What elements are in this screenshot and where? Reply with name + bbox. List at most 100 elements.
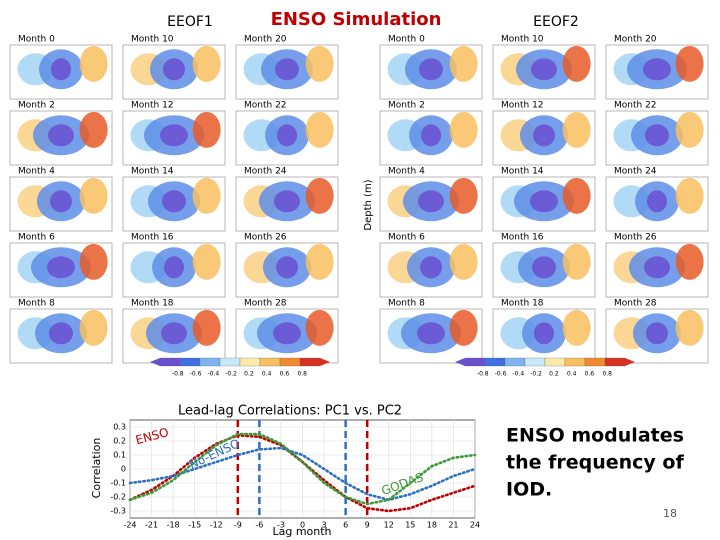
colorbar-arrow	[625, 358, 635, 366]
colorbar-cell	[484, 357, 506, 367]
chart-title: Lead-lag Correlations: PC1 vs. PC2	[178, 404, 402, 419]
panel-field	[305, 309, 334, 346]
panel	[235, 110, 339, 166]
panel-label: Month 20	[614, 35, 657, 45]
panel-field	[273, 322, 301, 345]
panel-label: Month 26	[614, 233, 657, 243]
y-tick-label: -0.1	[110, 479, 126, 488]
panel-field	[533, 124, 555, 147]
colorbar-label: 0.8	[297, 371, 307, 378]
x-tick-label: -3	[277, 521, 285, 530]
panel-field	[562, 45, 591, 82]
colorbar-cell	[239, 357, 261, 367]
panel-label: Month 16	[501, 233, 544, 243]
panel	[9, 176, 113, 232]
y-tick-label: -0.3	[110, 507, 126, 516]
colorbar-cell	[179, 357, 201, 367]
panel-label: Month 10	[131, 35, 174, 45]
colorbar-label: -0.4	[207, 371, 219, 378]
panel-field	[449, 45, 478, 82]
colorbar-label: 0.4	[262, 371, 272, 378]
side-text: ENSO modulates	[506, 425, 684, 447]
panel-field	[275, 58, 299, 81]
panel-field	[161, 322, 187, 345]
panel-field	[645, 124, 669, 147]
panel	[122, 110, 226, 166]
panel-label: Month 0	[18, 35, 55, 45]
panel	[235, 242, 339, 298]
x-tick-label: -21	[145, 521, 158, 530]
panel-field	[49, 322, 73, 345]
x-tick-label: 15	[405, 521, 415, 530]
colorbar-label: 0.6	[585, 371, 595, 378]
panel	[235, 44, 339, 100]
colorbar-label: 0.6	[280, 371, 290, 378]
panel-label: Month 22	[244, 101, 287, 111]
panel-label: Month 0	[388, 35, 425, 45]
panel-field	[562, 177, 591, 214]
panel-field	[449, 177, 478, 214]
panel	[605, 44, 709, 100]
panel-field	[164, 256, 184, 279]
panel	[122, 44, 226, 100]
panel-label: Month 2	[18, 101, 55, 111]
side-text: IOD.	[506, 479, 552, 501]
x-tick-label: 0	[300, 521, 305, 530]
panel-label: Month 28	[614, 299, 657, 309]
panel	[492, 110, 596, 166]
panel-field	[160, 124, 188, 147]
panel-field	[675, 111, 704, 148]
panel-field	[305, 177, 334, 214]
y-tick-label: -0.2	[110, 493, 126, 502]
colorbar-arrow	[150, 358, 160, 366]
colorbar-label: -0.8	[172, 371, 184, 378]
colorbar-label: -0.2	[225, 371, 237, 378]
x-tick-label: -6	[255, 521, 263, 530]
panel-field	[163, 58, 185, 81]
data-line	[128, 434, 477, 513]
colorbar-label: 0.2	[549, 371, 559, 378]
panel	[379, 110, 483, 166]
panel-field	[276, 256, 298, 279]
panel	[235, 176, 339, 232]
panel-field	[79, 177, 108, 214]
panel	[9, 44, 113, 100]
colorbar-cell	[219, 357, 241, 367]
panel-label: Month 16	[131, 233, 174, 243]
data-line	[128, 446, 477, 502]
panel	[9, 110, 113, 166]
panel-label: Month 22	[614, 101, 657, 111]
panel-label: Month 28	[244, 299, 287, 309]
panel	[379, 308, 483, 364]
colorbar-cell	[299, 357, 321, 367]
colorbar-cell	[504, 357, 526, 367]
x-tick-label: 18	[427, 521, 437, 530]
x-tick-label: 24	[470, 521, 480, 530]
panel-field	[675, 309, 704, 346]
x-tick-label: -12	[210, 521, 223, 530]
panel-field	[646, 322, 668, 345]
colorbar-cell	[199, 357, 221, 367]
panel-label: Month 20	[244, 35, 287, 45]
panel	[605, 110, 709, 166]
colorbar-cell	[159, 357, 181, 367]
panel-label: Month 14	[501, 167, 544, 177]
panel-field	[534, 322, 554, 345]
panel-field	[50, 190, 72, 213]
panel	[9, 242, 113, 298]
panel-field	[421, 124, 441, 147]
colorbar-cell	[544, 357, 566, 367]
panel	[379, 176, 483, 232]
panel-label: Month 6	[18, 233, 55, 243]
colorbar-cell	[259, 357, 281, 367]
x-tick-label: 9	[365, 521, 370, 530]
panel-field	[79, 45, 108, 82]
panel-field	[192, 177, 221, 214]
colorbar-label: -0.6	[495, 371, 507, 378]
panel-label: Month 24	[244, 167, 287, 177]
panel-label: Month 4	[388, 167, 425, 177]
panel-label: Month 4	[18, 167, 55, 177]
panel-field	[162, 190, 186, 213]
panel-field	[418, 190, 444, 213]
panel-field	[419, 58, 443, 81]
